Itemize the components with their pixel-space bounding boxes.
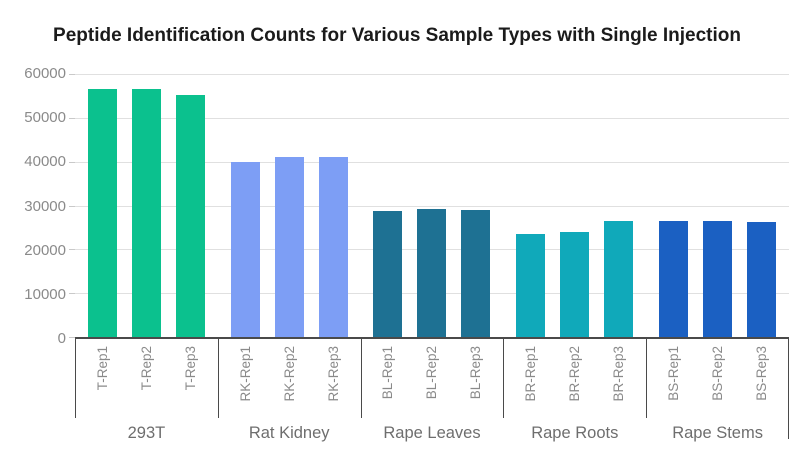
x-label-slot: BL-Rep2 [417,341,446,419]
x-label-slot: BR-Rep1 [516,341,545,419]
x-tick-label: BS-Rep3 [754,346,770,401]
group-separator [360,339,362,418]
bars-row [75,74,789,337]
x-tick-label: BR-Rep2 [567,346,583,402]
x-label-group: RK-Rep1 RK-Rep2 RK-Rep3 [218,341,361,419]
x-label-slot: BL-Rep3 [461,341,490,419]
bar [274,157,304,337]
bar-group [361,74,504,337]
y-tick-mark [69,293,75,295]
bar [560,232,590,337]
group-separator [503,339,505,418]
y-tick-mark [69,249,75,251]
group-separator [217,339,219,418]
group-label: Rape Leaves [383,424,481,442]
x-label-slot: BS-Rep2 [703,341,732,419]
bar [131,88,161,337]
bar-group [646,74,789,337]
plot-area [69,74,789,339]
y-tick-mark [69,205,75,207]
x-label-group: T-Rep1 T-Rep2 T-Rep3 [75,341,218,419]
bar [516,234,546,337]
x-label-slot: RK-Rep1 [231,341,260,419]
y-tick-label: 10000 [24,285,66,303]
bar-group [218,74,361,337]
x-label-slot: BS-Rep3 [747,341,776,419]
bar [87,89,117,337]
y-tick-mark [69,117,75,119]
x-tick-label: BL-Rep2 [424,346,440,400]
bar [703,221,733,337]
y-tick-mark [69,161,75,163]
x-axis-labels: T-Rep1 T-Rep2 T-Rep3 RK-Rep1 RK-Rep2 RK-Rep3 B… [75,341,789,419]
x-tick-label: T-Rep1 [94,346,110,391]
grid-line [75,117,789,119]
x-tick-label: BS-Rep1 [666,346,682,401]
y-tick-label: 40000 [24,153,66,171]
y-axis: 0 10000 20000 30000 40000 50000 60000 [0,65,66,347]
group-separator [75,339,76,418]
x-label-slot: BR-Rep2 [560,341,589,419]
x-tick-label: RK-Rep2 [281,346,297,402]
bar [659,220,689,337]
group-labels: 293T Rat Kidney Rape Leaves Rape Roots Rape … [75,421,789,447]
x-tick-label: BR-Rep1 [523,346,539,402]
y-tick-mark [69,337,75,338]
x-label-group: BS-Rep1 BS-Rep2 BS-Rep3 [646,341,789,419]
bar [461,209,491,337]
grid-line [75,74,789,75]
bar-group [503,74,646,337]
bar [373,211,403,337]
group-label: Rat Kidney [248,424,330,442]
chart-title: Peptide Identification Counts for Variou… [53,25,741,46]
bar [417,209,447,337]
group-separator [788,339,789,439]
x-tick-label: T-Rep2 [138,346,154,391]
y-tick-label: 30000 [24,197,66,215]
x-label-slot: BL-Rep1 [373,341,402,419]
x-label-group: BL-Rep1 BL-Rep2 BL-Rep3 [361,341,504,419]
x-tick-label: RK-Rep1 [237,346,253,402]
y-tick-label: 50000 [24,109,66,127]
bar [230,161,260,337]
grid-line [75,205,789,207]
x-tick-label: BR-Rep3 [611,346,627,402]
x-label-slot: RK-Rep2 [275,341,304,419]
grid-line [75,161,789,163]
y-tick-label: 0 [57,330,66,347]
bar [175,95,205,337]
bar [604,220,634,337]
bar [747,222,777,337]
bar [318,157,348,337]
x-tick-label: BS-Rep2 [710,346,726,401]
y-tick-label: 20000 [24,241,66,259]
x-label-group: BR-Rep1 BR-Rep2 BR-Rep3 [503,341,646,419]
y-tick-mark [69,74,75,75]
y-tick-label: 60000 [24,65,66,82]
group-label: Rape Roots [531,424,619,442]
x-tick-label: T-Rep3 [182,346,198,391]
x-tick-label: BL-Rep1 [380,346,396,400]
group-label: 293T [127,424,166,442]
x-tick-label: BL-Rep3 [468,346,484,400]
group-label: Rape Stems [672,424,763,442]
bar-group [75,74,218,337]
x-label-slot: T-Rep3 [176,341,205,419]
x-label-slot: T-Rep1 [88,341,117,419]
x-label-slot: RK-Rep3 [319,341,348,419]
x-label-slot: BS-Rep1 [659,341,688,419]
x-tick-label: RK-Rep3 [325,346,341,402]
group-separator [646,339,648,418]
x-label-slot: T-Rep2 [132,341,161,419]
x-label-slot: BR-Rep3 [604,341,633,419]
